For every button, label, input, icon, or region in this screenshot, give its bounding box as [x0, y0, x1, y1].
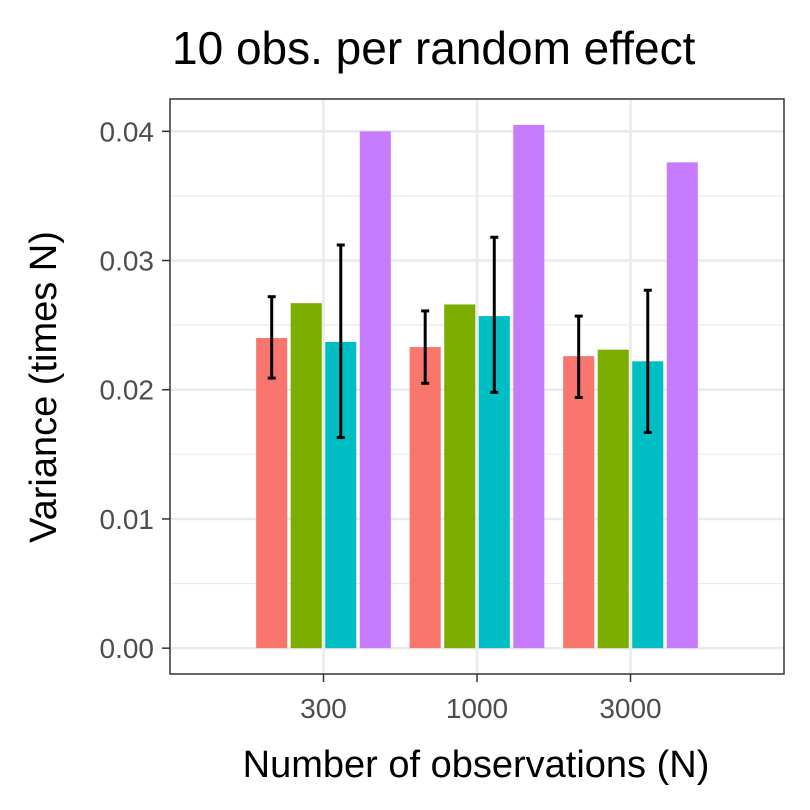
y-tick-label: 0.00: [100, 633, 155, 664]
bar: [513, 124, 545, 649]
chart-title: 10 obs. per random effect: [172, 22, 696, 74]
x-tick-label: 300: [300, 693, 347, 724]
y-tick-label: 0.03: [100, 246, 155, 277]
y-tick-label: 0.02: [100, 375, 155, 406]
bar: [563, 356, 595, 649]
bar: [409, 347, 441, 649]
x-axis: 300 1000 3000: [300, 674, 662, 724]
bar: [666, 162, 698, 649]
x-axis-title: Number of observations (N): [243, 744, 710, 786]
bars-layer: [256, 124, 698, 649]
y-tick-label: 0.01: [100, 504, 155, 535]
x-tick-label: 1000: [446, 693, 508, 724]
y-axis: 0.00 0.01 0.02 0.03 0.04: [100, 116, 170, 664]
x-tick-label: 3000: [599, 693, 661, 724]
bar: [359, 131, 391, 649]
y-tick-label: 0.04: [100, 116, 155, 147]
y-axis-title: Variance (times N): [23, 231, 65, 543]
bar: [597, 349, 629, 649]
bar: [444, 304, 476, 649]
errorbars-layer: [267, 235, 652, 440]
bar: [256, 338, 288, 649]
bar: [290, 303, 322, 649]
